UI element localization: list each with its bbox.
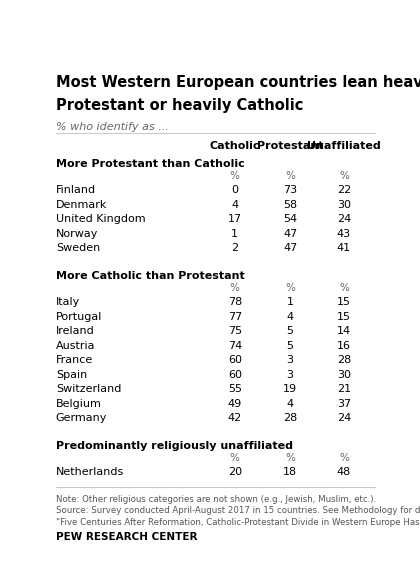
Text: 0: 0 — [231, 185, 238, 195]
Text: 48: 48 — [337, 467, 351, 477]
Text: %: % — [230, 171, 240, 181]
Text: 15: 15 — [337, 298, 351, 307]
Text: 77: 77 — [228, 312, 242, 322]
Text: %: % — [339, 171, 349, 181]
Text: Netherlands: Netherlands — [56, 467, 124, 477]
Text: 60: 60 — [228, 355, 242, 365]
Text: 78: 78 — [228, 298, 242, 307]
Text: 47: 47 — [283, 243, 297, 253]
Text: 58: 58 — [283, 200, 297, 210]
Text: %: % — [285, 453, 295, 463]
Text: 28: 28 — [337, 355, 351, 365]
Text: %: % — [339, 453, 349, 463]
Text: 24: 24 — [337, 413, 351, 423]
Text: %: % — [285, 171, 295, 181]
Text: Most Western European countries lean heavily: Most Western European countries lean hea… — [56, 75, 420, 90]
Text: "Five Centuries After Reformation, Catholic-Protestant Divide in Western Europe : "Five Centuries After Reformation, Catho… — [56, 518, 420, 527]
Text: Austria: Austria — [56, 341, 95, 351]
Text: 42: 42 — [228, 413, 242, 423]
Text: 55: 55 — [228, 384, 242, 394]
Text: Norway: Norway — [56, 229, 98, 238]
Text: 74: 74 — [228, 341, 242, 351]
Text: 3: 3 — [286, 355, 294, 365]
Text: %: % — [230, 283, 240, 293]
Text: PEW RESEARCH CENTER: PEW RESEARCH CENTER — [56, 532, 197, 542]
Text: 20: 20 — [228, 467, 242, 477]
Text: % who identify as ...: % who identify as ... — [56, 122, 168, 132]
Text: 18: 18 — [283, 467, 297, 477]
Text: 73: 73 — [283, 185, 297, 195]
Text: United Kingdom: United Kingdom — [56, 214, 145, 224]
Text: 17: 17 — [228, 214, 242, 224]
Text: 22: 22 — [337, 185, 351, 195]
Text: 21: 21 — [337, 384, 351, 394]
Text: Protestant or heavily Catholic: Protestant or heavily Catholic — [56, 98, 303, 113]
Text: 24: 24 — [337, 214, 351, 224]
Text: %: % — [230, 453, 240, 463]
Text: 30: 30 — [337, 200, 351, 210]
Text: Italy: Italy — [56, 298, 80, 307]
Text: 3: 3 — [286, 370, 294, 380]
Text: Unaffiliated: Unaffiliated — [307, 141, 381, 151]
Text: Note: Other religious categories are not shown (e.g., Jewish, Muslim, etc.).: Note: Other religious categories are not… — [56, 495, 376, 504]
Text: Finland: Finland — [56, 185, 96, 195]
Text: Sweden: Sweden — [56, 243, 100, 253]
Text: 5: 5 — [286, 341, 294, 351]
Text: 1: 1 — [231, 229, 238, 238]
Text: 4: 4 — [231, 200, 238, 210]
Text: 16: 16 — [337, 341, 351, 351]
Text: Switzerland: Switzerland — [56, 384, 121, 394]
Text: 28: 28 — [283, 413, 297, 423]
Text: 75: 75 — [228, 327, 242, 336]
Text: 4: 4 — [286, 312, 294, 322]
Text: France: France — [56, 355, 93, 365]
Text: 30: 30 — [337, 370, 351, 380]
Text: 1: 1 — [286, 298, 294, 307]
Text: Portugal: Portugal — [56, 312, 102, 322]
Text: Predominantly religiously unaffiliated: Predominantly religiously unaffiliated — [56, 441, 293, 451]
Text: Protestant: Protestant — [257, 141, 323, 151]
Text: 37: 37 — [337, 399, 351, 409]
Text: 49: 49 — [228, 399, 242, 409]
Text: %: % — [339, 283, 349, 293]
Text: 54: 54 — [283, 214, 297, 224]
Text: %: % — [285, 283, 295, 293]
Text: 15: 15 — [337, 312, 351, 322]
Text: 19: 19 — [283, 384, 297, 394]
Text: 5: 5 — [286, 327, 294, 336]
Text: 2: 2 — [231, 243, 238, 253]
Text: 14: 14 — [337, 327, 351, 336]
Text: More Protestant than Catholic: More Protestant than Catholic — [56, 159, 244, 168]
Text: Denmark: Denmark — [56, 200, 107, 210]
Text: More Catholic than Protestant: More Catholic than Protestant — [56, 271, 244, 281]
Text: Ireland: Ireland — [56, 327, 94, 336]
Text: Germany: Germany — [56, 413, 107, 423]
Text: Spain: Spain — [56, 370, 87, 380]
Text: 4: 4 — [286, 399, 294, 409]
Text: 47: 47 — [283, 229, 297, 238]
Text: Belgium: Belgium — [56, 399, 102, 409]
Text: Catholic: Catholic — [210, 141, 260, 151]
Text: Source: Survey conducted April-August 2017 in 15 countries. See Methodology for : Source: Survey conducted April-August 20… — [56, 506, 420, 516]
Text: 41: 41 — [337, 243, 351, 253]
Text: 60: 60 — [228, 370, 242, 380]
Text: 43: 43 — [337, 229, 351, 238]
